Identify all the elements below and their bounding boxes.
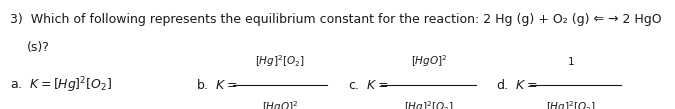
Text: $[HgO]^2$: $[HgO]^2$: [410, 53, 447, 69]
Text: d.  $K =$: d. $K =$: [496, 78, 538, 92]
Text: c.  $K =$: c. $K =$: [348, 78, 388, 92]
Text: $[HgO]^2$: $[HgO]^2$: [262, 99, 298, 109]
Text: 3)  Which of following represents the equilibrium constant for the reaction: 2 H: 3) Which of following represents the equ…: [10, 13, 662, 26]
Text: $1$: $1$: [566, 55, 574, 67]
Text: b.  $K =$: b. $K =$: [196, 78, 238, 92]
Text: $[Hg]^2[O_2]$: $[Hg]^2[O_2]$: [404, 99, 454, 109]
Text: a.  $K = [Hg]^2[O_2]$: a. $K = [Hg]^2[O_2]$: [10, 75, 113, 95]
Text: $[Hg]^2[O_2]$: $[Hg]^2[O_2]$: [255, 53, 305, 69]
Text: (s)?: (s)?: [27, 41, 50, 54]
Text: $[Hg]^2[O_2]$: $[Hg]^2[O_2]$: [545, 99, 595, 109]
